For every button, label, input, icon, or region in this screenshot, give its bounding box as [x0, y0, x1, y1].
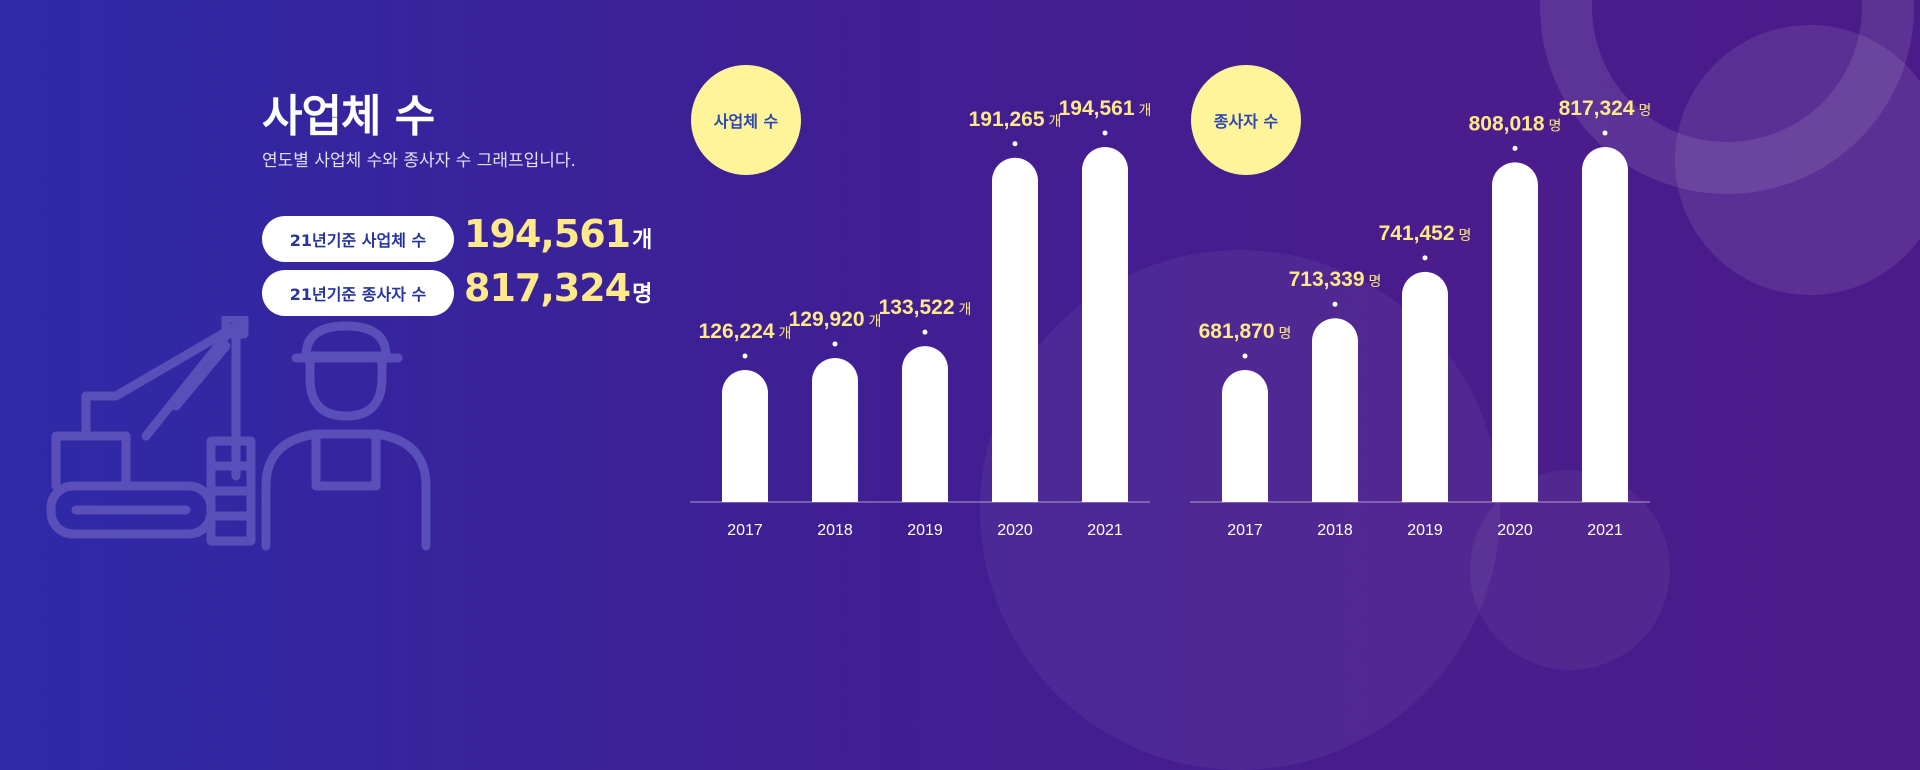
data-label-unit: 명 [1279, 325, 1292, 341]
data-label: 133,522 개 [879, 296, 972, 319]
data-label: 808,018 명 [1469, 112, 1562, 135]
data-label-number: 191,265 [969, 108, 1045, 131]
decor-circle [1675, 25, 1920, 295]
x-tick-label: 2020 [997, 522, 1033, 539]
data-label: 126,224 개 [699, 320, 792, 343]
chart-badge: 종사자 수 [1191, 65, 1301, 175]
data-label: 741,452 명 [1379, 222, 1472, 245]
data-label-number: 681,870 [1199, 320, 1275, 343]
data-label-unit: 명 [1459, 227, 1472, 243]
data-label-unit: 개 [959, 301, 972, 317]
data-label-number: 741,452 [1379, 222, 1455, 245]
bar [902, 346, 948, 502]
data-label: 713,339 명 [1289, 268, 1382, 291]
data-label: 194,561 개 [1059, 97, 1152, 120]
chart-badge: 사업체 수 [691, 65, 801, 175]
bar [992, 157, 1038, 502]
x-tick-label: 2017 [727, 522, 763, 539]
bar [1312, 318, 1358, 502]
bar-dot [1422, 255, 1428, 261]
summary-value-business: 194,561 개 [464, 212, 652, 256]
data-label-number: 713,339 [1289, 268, 1365, 291]
data-label-number: 808,018 [1469, 112, 1545, 135]
x-tick-label: 2021 [1087, 522, 1123, 539]
bar-dot [742, 353, 748, 359]
construction-illustration [46, 316, 431, 551]
data-label-unit: 명 [1639, 102, 1652, 118]
data-label-number: 817,324 [1559, 97, 1635, 120]
chart-workers: 종사자 수 681,870 명 2017 713,339 명 2018 741,452 명 20… [1180, 50, 1660, 570]
worker-icon [261, 321, 431, 551]
data-label: 129,920 개 [789, 308, 882, 331]
data-label-number: 133,522 [879, 296, 955, 319]
data-label-unit: 개 [779, 325, 792, 341]
bar-dot [1102, 130, 1108, 136]
chart-businesses: 사업체 수 126,224 개 2017 129,920 개 2018 133,522 개 20… [680, 50, 1160, 570]
data-label-number: 126,224 [699, 320, 775, 343]
data-label: 817,324 명 [1559, 97, 1652, 120]
summary-value-workers: 817,324 명 [464, 266, 652, 310]
data-label-unit: 명 [1369, 273, 1382, 289]
x-tick-label: 2018 [1317, 522, 1353, 539]
bar [1402, 271, 1448, 502]
bar [1492, 162, 1538, 502]
crane-icon [46, 316, 256, 546]
bar-dot [1012, 141, 1018, 147]
bar [812, 357, 858, 502]
bar [722, 370, 768, 502]
bar-dot [1242, 353, 1248, 359]
data-label-number: 129,920 [789, 308, 865, 331]
summary-number: 194,561 [464, 212, 631, 256]
summary-label-business: 21년기준 사업체 수 [262, 216, 454, 262]
summary-number: 817,324 [464, 266, 631, 310]
x-tick-label: 2019 [1407, 522, 1443, 539]
x-tick-label: 2019 [907, 522, 943, 539]
page-title: 사업체 수 [262, 91, 435, 142]
page-subtitle: 연도별 사업체 수와 종사자 수 그래프입니다. [262, 151, 576, 171]
bar-dot [1332, 301, 1338, 307]
data-label: 681,870 명 [1199, 320, 1292, 343]
bar-dot [832, 341, 838, 347]
data-label: 191,265 개 [969, 108, 1062, 131]
bar-dot [922, 329, 928, 335]
x-tick-label: 2017 [1227, 522, 1263, 539]
data-label-unit: 명 [1549, 117, 1562, 133]
x-tick-label: 2021 [1587, 522, 1623, 539]
x-tick-label: 2018 [817, 522, 853, 539]
summary-unit: 명 [632, 282, 653, 307]
bar [1082, 147, 1128, 502]
data-label-unit: 개 [1139, 102, 1152, 118]
bar [1222, 370, 1268, 502]
bar-dot [1602, 130, 1608, 136]
summary-label-workers: 21년기준 종사자 수 [262, 270, 454, 316]
summary-unit: 개 [632, 228, 653, 253]
data-label-unit: 개 [869, 313, 882, 329]
x-tick-label: 2020 [1497, 522, 1533, 539]
data-label-number: 194,561 [1059, 97, 1135, 120]
bar [1582, 147, 1628, 502]
data-label-unit: 개 [1049, 113, 1062, 129]
bar-dot [1512, 145, 1518, 151]
